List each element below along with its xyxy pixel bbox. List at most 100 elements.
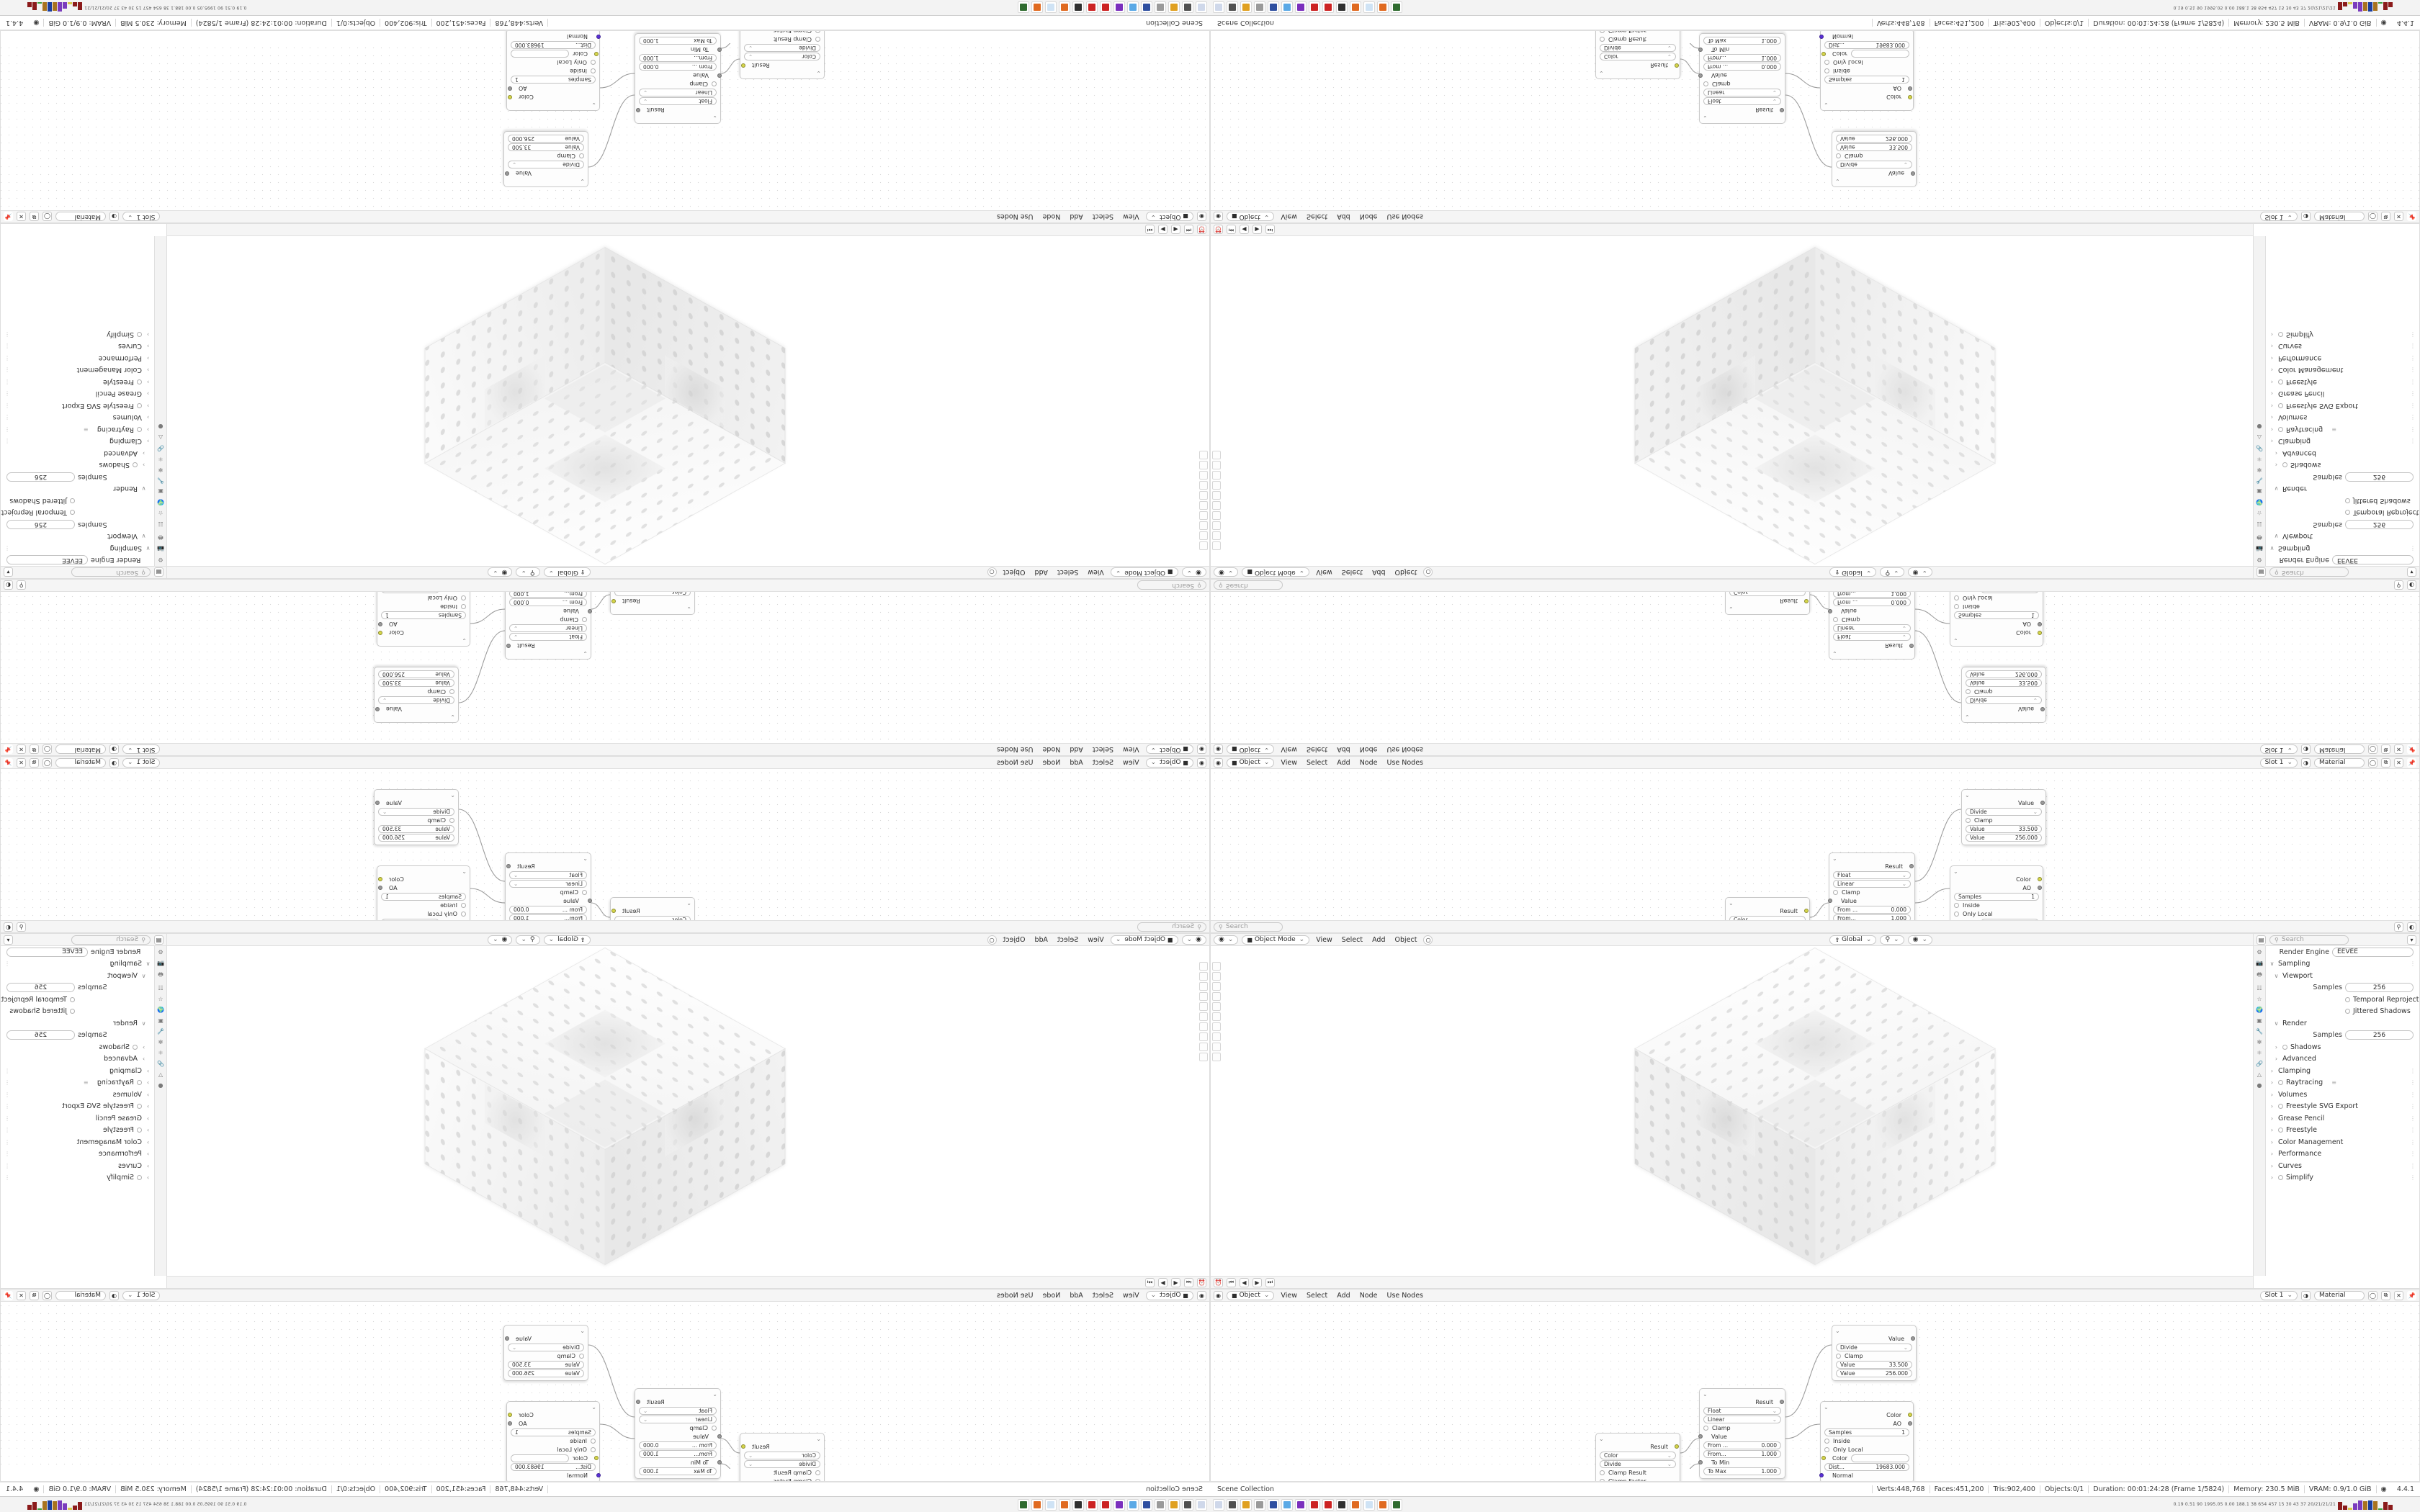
- node-dropdown[interactable]: Color ⌄: [1596, 53, 1680, 61]
- radio-icon[interactable]: [137, 379, 142, 384]
- editor-type-icon[interactable]: ◉: [1197, 757, 1206, 768]
- object-mode-selector[interactable]: ■ Object: [1145, 212, 1193, 222]
- node-field[interactable]: From ... 0.000: [506, 905, 591, 914]
- node-input-value[interactable]: Value: [506, 896, 592, 905]
- snap-magnet-icon[interactable]: ⚲: [17, 580, 26, 590]
- prop-section-volumes[interactable]: › Volumes ⋮: [2266, 412, 2419, 424]
- tab-view-layer[interactable]: ☷: [158, 521, 163, 527]
- disclosure-triangle-icon[interactable]: ›: [2270, 1079, 2274, 1086]
- play-icon[interactable]: ▶: [1158, 1277, 1168, 1287]
- socket-dot[interactable]: [506, 644, 511, 648]
- preset-list-icon[interactable]: ≡: [2331, 1079, 2336, 1086]
- snapping-toggle[interactable]: ⚲: [1880, 935, 1904, 945]
- node-dropdown[interactable]: Float ⌄: [635, 1406, 720, 1415]
- radio-icon[interactable]: [2278, 1080, 2283, 1086]
- shader-node[interactable]: ⌄ Result Float ⌄ Linear ⌄ Clamp Value From ... 0.…: [635, 33, 722, 124]
- node-output-color[interactable]: Color: [1950, 629, 2043, 637]
- tab-modifiers[interactable]: 🔧: [2256, 477, 2263, 484]
- tool-icon[interactable]: [1254, 1, 1265, 14]
- node-dropdown[interactable]: Divide⌄: [740, 44, 824, 53]
- timeline-editor-icon[interactable]: ⏰: [1197, 225, 1206, 235]
- tab-data[interactable]: △: [2257, 434, 2262, 441]
- use-nodes-toggle[interactable]: Use Nodes: [1386, 745, 1423, 754]
- prop-section-volumes[interactable]: › Volumes ⋮: [1, 1089, 154, 1101]
- radio-icon[interactable]: [815, 1470, 820, 1475]
- fake-user-shield-icon[interactable]: ◯: [2368, 757, 2378, 768]
- tool-transform-icon[interactable]: [1212, 1022, 1221, 1031]
- material-name-field[interactable]: Material: [55, 757, 106, 768]
- node-output-result[interactable]: Result: [1700, 106, 1785, 114]
- unlink-x-icon[interactable]: ✕: [2394, 757, 2403, 768]
- radio-icon[interactable]: [2278, 1128, 2283, 1133]
- image-viewer-icon[interactable]: [1336, 1498, 1348, 1511]
- node-output-color[interactable]: Color: [377, 875, 470, 883]
- node-field[interactable]: Samples 1: [377, 892, 470, 901]
- play-icon[interactable]: ▶: [1252, 1277, 1262, 1287]
- node-collapse-icon[interactable]: ⌄: [1832, 855, 1837, 862]
- new-material-icon[interactable]: ⧉: [30, 1290, 39, 1300]
- socket-dot[interactable]: [2038, 631, 2042, 635]
- tab-constraints[interactable]: 🔗: [2256, 1061, 2263, 1067]
- play-reverse-icon[interactable]: ◀: [1171, 225, 1180, 235]
- prop-section-simplify[interactable]: › Simplify ⋮: [1, 1172, 154, 1184]
- prop-field-samples[interactable]: Samples 256: [1, 518, 154, 531]
- socket-dot[interactable]: [378, 622, 382, 626]
- material-preview-icon[interactable]: ◑: [109, 757, 119, 768]
- jump-start-icon[interactable]: ⏮: [1227, 1277, 1236, 1287]
- prop-section-freestyle-svg-export[interactable]: › Freestyle SVG Export ⋮: [1, 1101, 154, 1113]
- disclosure-triangle-icon[interactable]: ›: [146, 1174, 150, 1182]
- new-material-icon[interactable]: ⧉: [2381, 1290, 2390, 1300]
- blender-icon[interactable]: [1322, 1, 1334, 14]
- prop-section-freestyle[interactable]: › Freestyle ⋮: [2266, 1125, 2419, 1137]
- radio-icon[interactable]: [2278, 426, 2283, 432]
- tab-particles[interactable]: ✻: [158, 1039, 163, 1045]
- prop-section-shadows[interactable]: › Shadows: [2266, 1041, 2419, 1053]
- prop-section-curves[interactable]: › Curves ⋮: [1, 341, 154, 353]
- socket-dot[interactable]: [508, 1413, 512, 1417]
- prop-field-samples[interactable]: Samples 256: [2266, 982, 2419, 994]
- node-toggle[interactable]: Clamp: [504, 1351, 588, 1360]
- node-dropdown[interactable]: Linear ⌄: [635, 1415, 720, 1423]
- transform-orientation-selector[interactable]: ⇪ Global: [543, 935, 591, 945]
- node-dropdown[interactable]: Divide⌄: [504, 161, 588, 169]
- menu-select[interactable]: Select: [1092, 745, 1114, 754]
- prop-section-curves[interactable]: › Curves ⋮: [2266, 341, 2419, 353]
- prop-field-samples[interactable]: Samples 256: [1, 1030, 154, 1042]
- socket-dot[interactable]: [2040, 707, 2045, 711]
- radio-icon[interactable]: [2345, 1009, 2350, 1014]
- node-field[interactable]: Value 256.000: [504, 1369, 588, 1377]
- material-name-field[interactable]: Material: [2314, 212, 2365, 222]
- radio-icon[interactable]: [712, 1425, 717, 1431]
- render-properties-panel[interactable]: Render Engine EEVEE ∨ Sampling ⋮ ∨ Viewport Sam…: [1, 236, 154, 566]
- tab-material[interactable]: ●: [158, 1082, 163, 1089]
- node-dropdown[interactable]: Color ⌄: [740, 53, 824, 61]
- disclosure-triangle-icon[interactable]: ›: [2275, 449, 2278, 456]
- node-field[interactable]: Dist... 19683.000: [507, 41, 599, 50]
- tab-scene[interactable]: ☆: [158, 510, 163, 516]
- menu-node[interactable]: Node: [1042, 745, 1061, 754]
- disclosure-triangle-icon[interactable]: ›: [146, 330, 150, 338]
- tab-view-layer[interactable]: ☷: [2257, 985, 2262, 991]
- files-icon[interactable]: [1127, 1, 1139, 14]
- tool-move-icon[interactable]: [1199, 992, 1208, 1001]
- socket-dot[interactable]: [1908, 1421, 1912, 1426]
- tab-object[interactable]: ▣: [2257, 488, 2262, 495]
- radio-icon[interactable]: [1954, 902, 1959, 908]
- prop-toggle-temporal-reprojection[interactable]: Temporal Reprojection: [2266, 994, 2419, 1006]
- radio-icon[interactable]: [1600, 1470, 1605, 1475]
- proportional-edit-icon[interactable]: ◉: [488, 567, 513, 577]
- timeline-editor-icon[interactable]: ⏰: [1214, 1277, 1223, 1287]
- radio-icon[interactable]: [2278, 379, 2283, 384]
- fake-user-shield-icon[interactable]: ◯: [2368, 744, 2378, 755]
- use-nodes-toggle[interactable]: Use Nodes: [1386, 212, 1423, 221]
- radio-icon[interactable]: [582, 889, 587, 895]
- radio-icon[interactable]: [579, 1353, 584, 1359]
- menu-node[interactable]: Node: [1359, 745, 1378, 754]
- tab-material[interactable]: ●: [158, 423, 163, 430]
- node-dropdown[interactable]: Color ⌄: [1596, 1451, 1680, 1459]
- radio-icon[interactable]: [1703, 1425, 1708, 1431]
- node-toggle[interactable]: Inside: [1821, 1436, 1913, 1445]
- node-input-value[interactable]: Value: [635, 1432, 722, 1441]
- menu-select[interactable]: Select: [1092, 212, 1114, 221]
- play-icon[interactable]: ▶: [1158, 225, 1168, 235]
